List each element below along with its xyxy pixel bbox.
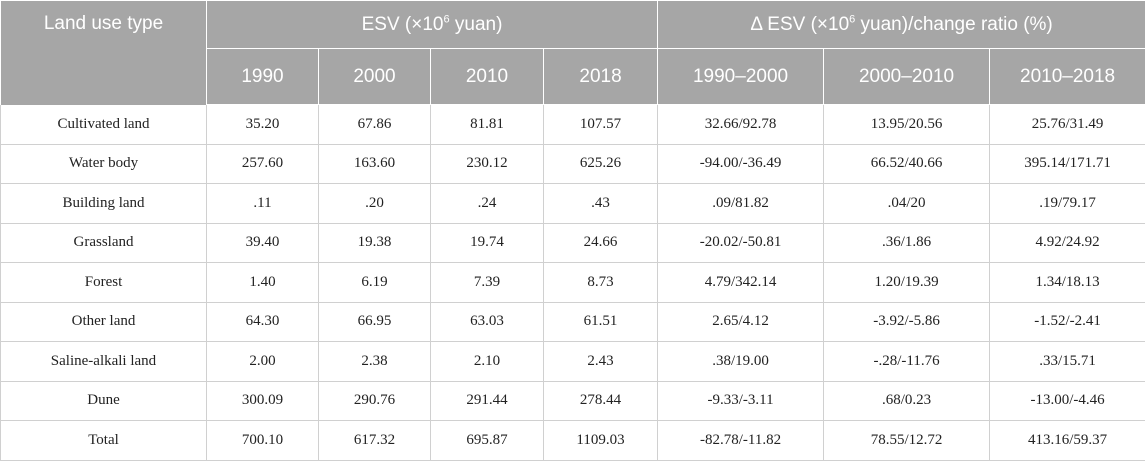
delta-2010-2018-cell: -1.52/-2.41 — [990, 302, 1145, 342]
delta-1990-2000-cell: 4.79/342.14 — [658, 263, 824, 303]
header-delta-group: Δ ESV (×106 yuan)/change ratio (%) — [658, 1, 1145, 49]
esv-2018-cell: 2.43 — [544, 342, 658, 382]
table-header: Land use type ESV (×106 yuan) Δ ESV (×10… — [1, 1, 1145, 105]
land-use-type-cell: Grassland — [1, 223, 207, 263]
esv-1990-cell: 35.20 — [207, 105, 319, 145]
header-esv-group: ESV (×106 yuan) — [207, 1, 658, 49]
esv-2018-cell: 625.26 — [544, 144, 658, 184]
delta-1990-2000-cell: .09/81.82 — [658, 184, 824, 224]
esv-2000-cell: 66.95 — [319, 302, 431, 342]
esv-1990-cell: 700.10 — [207, 421, 319, 461]
delta-1990-2000-cell: -9.33/-3.11 — [658, 381, 824, 421]
esv-2018-cell: 8.73 — [544, 263, 658, 303]
delta-1990-2000-cell: -20.02/-50.81 — [658, 223, 824, 263]
esv-1990-cell: 2.00 — [207, 342, 319, 382]
land-use-type-cell: Cultivated land — [1, 105, 207, 145]
esv-2010-cell: 63.03 — [431, 302, 544, 342]
esv-1990-cell: .11 — [207, 184, 319, 224]
esv-2000-cell: 6.19 — [319, 263, 431, 303]
header-year: 2010 — [431, 49, 544, 105]
table-row: Building land.11.20.24.43.09/81.82.04/20… — [1, 184, 1145, 224]
delta-1990-2000-cell: .38/19.00 — [658, 342, 824, 382]
esv-2010-cell: 291.44 — [431, 381, 544, 421]
delta-2000-2010-cell: .04/20 — [824, 184, 990, 224]
delta-2000-2010-cell: .68/0.23 — [824, 381, 990, 421]
land-use-type-cell: Saline-alkali land — [1, 342, 207, 382]
header-period: 2010–2018 — [990, 49, 1145, 105]
land-use-type-cell: Dune — [1, 381, 207, 421]
header-year: 2018 — [544, 49, 658, 105]
esv-2010-cell: 230.12 — [431, 144, 544, 184]
delta-2010-2018-cell: 395.14/171.71 — [990, 144, 1145, 184]
esv-2010-cell: 7.39 — [431, 263, 544, 303]
esv-2018-cell: 24.66 — [544, 223, 658, 263]
esv-2018-cell: 107.57 — [544, 105, 658, 145]
delta-1990-2000-cell: 32.66/92.78 — [658, 105, 824, 145]
esv-2010-cell: 695.87 — [431, 421, 544, 461]
header-year: 2000 — [319, 49, 431, 105]
esv-2010-cell: 19.74 — [431, 223, 544, 263]
delta-2010-2018-cell: 25.76/31.49 — [990, 105, 1145, 145]
esv-1990-cell: 64.30 — [207, 302, 319, 342]
esv-2010-cell: 2.10 — [431, 342, 544, 382]
header-land-use-type: Land use type — [1, 1, 207, 105]
esv-2000-cell: 2.38 — [319, 342, 431, 382]
esv-1990-cell: 39.40 — [207, 223, 319, 263]
esv-2018-cell: 61.51 — [544, 302, 658, 342]
delta-1990-2000-cell: 2.65/4.12 — [658, 302, 824, 342]
delta-2000-2010-cell: 1.20/19.39 — [824, 263, 990, 303]
esv-2010-cell: .24 — [431, 184, 544, 224]
delta-2010-2018-cell: 413.16/59.37 — [990, 421, 1145, 461]
esv-2018-cell: 1109.03 — [544, 421, 658, 461]
esv-1990-cell: 300.09 — [207, 381, 319, 421]
esv-2018-cell: 278.44 — [544, 381, 658, 421]
esv-2000-cell: .20 — [319, 184, 431, 224]
delta-2010-2018-cell: 1.34/18.13 — [990, 263, 1145, 303]
delta-2010-2018-cell: 4.92/24.92 — [990, 223, 1145, 263]
delta-1990-2000-cell: -94.00/-36.49 — [658, 144, 824, 184]
land-use-type-cell: Other land — [1, 302, 207, 342]
land-use-type-cell: Forest — [1, 263, 207, 303]
esv-2018-cell: .43 — [544, 184, 658, 224]
delta-2010-2018-cell: -13.00/-4.46 — [990, 381, 1145, 421]
delta-2000-2010-cell: 78.55/12.72 — [824, 421, 990, 461]
delta-2000-2010-cell: -3.92/-5.86 — [824, 302, 990, 342]
esv-2000-cell: 617.32 — [319, 421, 431, 461]
delta-2010-2018-cell: .33/15.71 — [990, 342, 1145, 382]
land-use-type-cell: Water body — [1, 144, 207, 184]
esv-2000-cell: 163.60 — [319, 144, 431, 184]
delta-2010-2018-cell: .19/79.17 — [990, 184, 1145, 224]
esv-1990-cell: 257.60 — [207, 144, 319, 184]
delta-2000-2010-cell: 66.52/40.66 — [824, 144, 990, 184]
esv-2010-cell: 81.81 — [431, 105, 544, 145]
delta-2000-2010-cell: .36/1.86 — [824, 223, 990, 263]
delta-1990-2000-cell: -82.78/-11.82 — [658, 421, 824, 461]
esv-2000-cell: 19.38 — [319, 223, 431, 263]
header-land-use-type-label: Land use type — [44, 13, 163, 34]
land-use-type-cell: Building land — [1, 184, 207, 224]
delta-2000-2010-cell: 13.95/20.56 — [824, 105, 990, 145]
esv-2000-cell: 290.76 — [319, 381, 431, 421]
land-use-type-cell: Total — [1, 421, 207, 461]
header-period: 1990–2000 — [658, 49, 824, 105]
header-year: 1990 — [207, 49, 319, 105]
esv-1990-cell: 1.40 — [207, 263, 319, 303]
header-period: 2000–2010 — [824, 49, 990, 105]
delta-2000-2010-cell: -.28/-11.76 — [824, 342, 990, 382]
esv-2000-cell: 67.86 — [319, 105, 431, 145]
